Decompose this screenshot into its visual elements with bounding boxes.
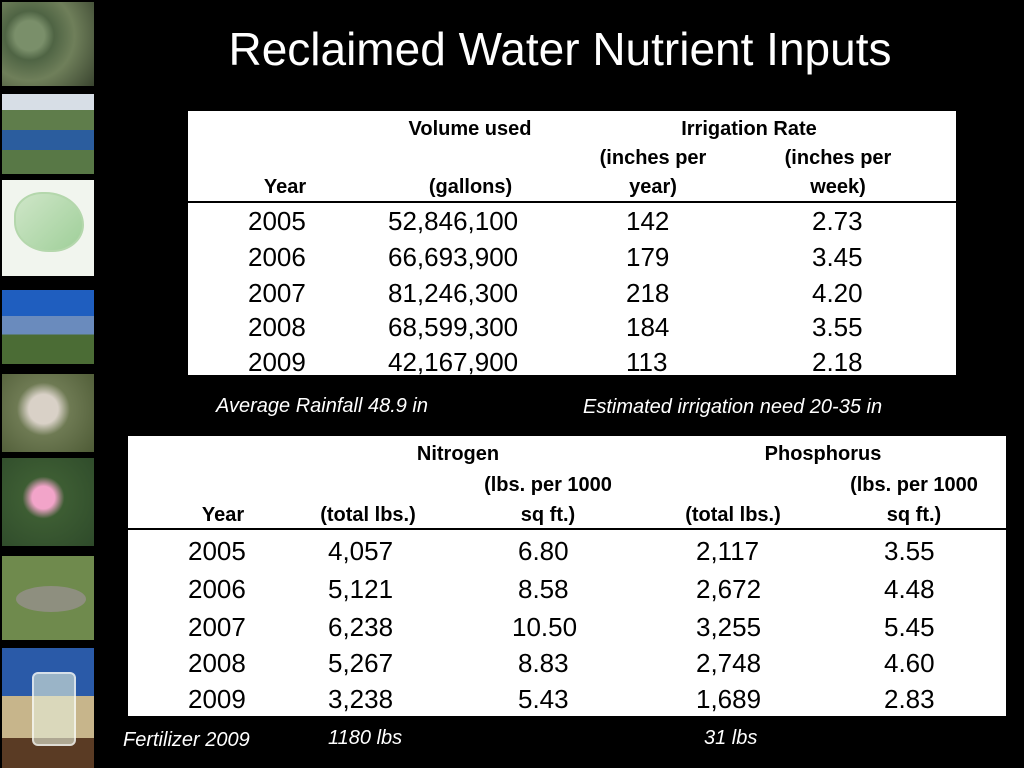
cell-year: 2007: [248, 278, 306, 308]
cell-p-per-1000: 2.83: [884, 684, 935, 714]
cell-volume: 42,167,900: [388, 347, 519, 377]
header-n-per-1000-2: sq ft.): [520, 504, 576, 526]
photo-strip: [0, 0, 96, 768]
cell-n-per-1000: 6.80: [518, 536, 569, 566]
header-inches-per-year-2: year): [629, 176, 677, 198]
site-map-shape: [14, 192, 84, 252]
cell-volume: 68,599,300: [388, 312, 519, 342]
nutrient-inputs-table: Nitrogen Phosphorus (lbs. per 1000 (lbs.…: [128, 436, 1006, 716]
header-inches-per-year-1: (inches per: [599, 147, 707, 169]
fertilizer-nitrogen-value: 1180 lbs: [328, 727, 403, 749]
slide-title: Reclaimed Water Nutrient Inputs: [228, 23, 892, 75]
header-p-total-lbs: (total lbs.): [685, 504, 781, 526]
cell-year: 2009: [248, 347, 306, 377]
cell-year: 2009: [188, 684, 246, 714]
fish-shape: [16, 586, 86, 612]
water-lily-photo: [2, 458, 94, 546]
cell-p-per-1000: 4.48: [884, 574, 935, 604]
cell-p-total: 2,672: [696, 574, 762, 604]
header-gallons: (gallons): [428, 176, 513, 198]
cell-year: 2008: [188, 648, 246, 678]
header-p-per-1000-2: sq ft.): [886, 504, 942, 526]
cell-year: 2005: [188, 536, 246, 566]
cell-n-total: 5,121: [328, 574, 394, 604]
field-sampling-photo: [2, 374, 94, 452]
cell-year: 2007: [188, 612, 246, 642]
cell-p-total: 2,117: [696, 536, 760, 566]
cell-n-total: 3,238: [328, 684, 394, 714]
cell-inches-per-year: 142: [626, 206, 670, 236]
water-sample-jar-photo: [2, 648, 94, 768]
header-rule: [188, 201, 956, 203]
cell-inches-per-year: 179: [626, 242, 670, 272]
cell-p-total: 2,748: [696, 648, 762, 678]
cell-p-per-1000: 4.60: [884, 648, 935, 678]
header-rule: [128, 528, 1006, 530]
cell-year: 2005: [248, 206, 306, 236]
header-irrigation-rate: Irrigation Rate: [681, 118, 817, 140]
algae-photo: [2, 2, 94, 86]
cell-inches-per-week: 2.73: [812, 206, 863, 236]
fertilizer-phosphorus-value: 31 lbs: [704, 727, 758, 749]
cell-n-per-1000: 5.43: [518, 684, 569, 714]
average-rainfall-note: Average Rainfall 48.9 in: [216, 395, 428, 417]
cell-p-total: 3,255: [696, 612, 762, 642]
cell-p-total: 1,689: [696, 684, 762, 714]
cell-n-total: 6,238: [328, 612, 394, 642]
fertilizer-label: Fertilizer 2009: [123, 729, 250, 751]
cell-n-per-1000: 10.50: [512, 612, 578, 642]
header-nitrogen: Nitrogen: [416, 443, 500, 465]
header-p-per-1000-1: (lbs. per 1000: [850, 474, 978, 496]
cell-n-total: 5,267: [328, 648, 394, 678]
header-n-total-lbs: (total lbs.): [320, 504, 416, 526]
site-map-photo: [2, 180, 94, 276]
reclaimed-water-volume-table: Volume used Irrigation Rate (inches per …: [188, 111, 956, 377]
cell-inches-per-week: 4.20: [812, 278, 863, 308]
header-inches-per-week-1: (inches per: [784, 147, 892, 169]
cell-volume: 81,246,300: [388, 278, 519, 308]
cell-inches-per-year: 113: [626, 347, 668, 377]
cell-n-per-1000: 8.83: [518, 648, 569, 678]
cell-volume: 66,693,900: [388, 242, 519, 272]
header-inches-per-week-2: week): [810, 176, 866, 198]
header-volume-used: Volume used: [408, 118, 532, 140]
cell-volume: 52,846,100: [388, 206, 519, 236]
cell-inches-per-year: 218: [626, 278, 670, 308]
cell-inches-per-week: 3.45: [812, 242, 863, 272]
cell-year: 2006: [248, 242, 306, 272]
cell-n-total: 4,057: [328, 536, 394, 566]
lake-photo: [2, 290, 94, 364]
cell-p-per-1000: 3.55: [884, 536, 935, 566]
irrigation-need-note: Estimated irrigation need 20-35 in: [583, 396, 883, 418]
header-phosphorus: Phosphorus: [764, 443, 882, 465]
cell-inches-per-week: 3.55: [812, 312, 863, 342]
header-year: Year: [201, 504, 245, 526]
header-n-per-1000-1: (lbs. per 1000: [484, 474, 612, 496]
cell-year: 2006: [188, 574, 246, 604]
fish-photo: [2, 556, 94, 640]
cell-inches-per-week: 2.18: [812, 347, 863, 377]
cell-year: 2008: [248, 312, 306, 342]
header-year: Year: [263, 176, 307, 198]
cell-inches-per-year: 184: [626, 312, 670, 342]
cell-p-per-1000: 5.45: [884, 612, 935, 642]
pond-photo: [2, 94, 94, 174]
jar-shape: [32, 672, 76, 746]
cell-n-per-1000: 8.58: [518, 574, 569, 604]
